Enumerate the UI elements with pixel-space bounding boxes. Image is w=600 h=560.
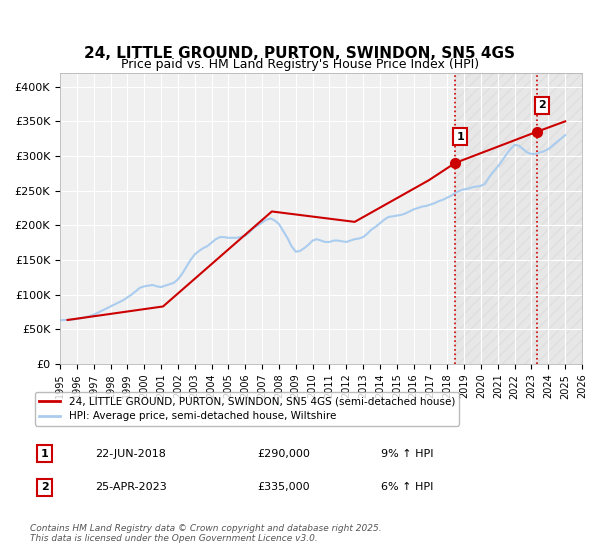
Text: 2: 2 xyxy=(41,482,49,492)
Text: 9% ↑ HPI: 9% ↑ HPI xyxy=(381,449,433,459)
Text: Contains HM Land Registry data © Crown copyright and database right 2025.
This d: Contains HM Land Registry data © Crown c… xyxy=(30,524,382,543)
Legend: 24, LITTLE GROUND, PURTON, SWINDON, SN5 4GS (semi-detached house), HPI: Average : 24, LITTLE GROUND, PURTON, SWINDON, SN5 … xyxy=(35,392,459,426)
Text: £290,000: £290,000 xyxy=(257,449,310,459)
Text: 1: 1 xyxy=(457,132,464,142)
Text: £335,000: £335,000 xyxy=(257,482,310,492)
Text: 24, LITTLE GROUND, PURTON, SWINDON, SN5 4GS: 24, LITTLE GROUND, PURTON, SWINDON, SN5 … xyxy=(85,46,515,60)
Text: Price paid vs. HM Land Registry's House Price Index (HPI): Price paid vs. HM Land Registry's House … xyxy=(121,58,479,71)
Text: 6% ↑ HPI: 6% ↑ HPI xyxy=(381,482,433,492)
Text: 2: 2 xyxy=(538,100,546,110)
Text: 1: 1 xyxy=(41,449,49,459)
Text: 25-APR-2023: 25-APR-2023 xyxy=(95,482,167,492)
Text: 22-JUN-2018: 22-JUN-2018 xyxy=(95,449,166,459)
Bar xyxy=(455,73,582,364)
